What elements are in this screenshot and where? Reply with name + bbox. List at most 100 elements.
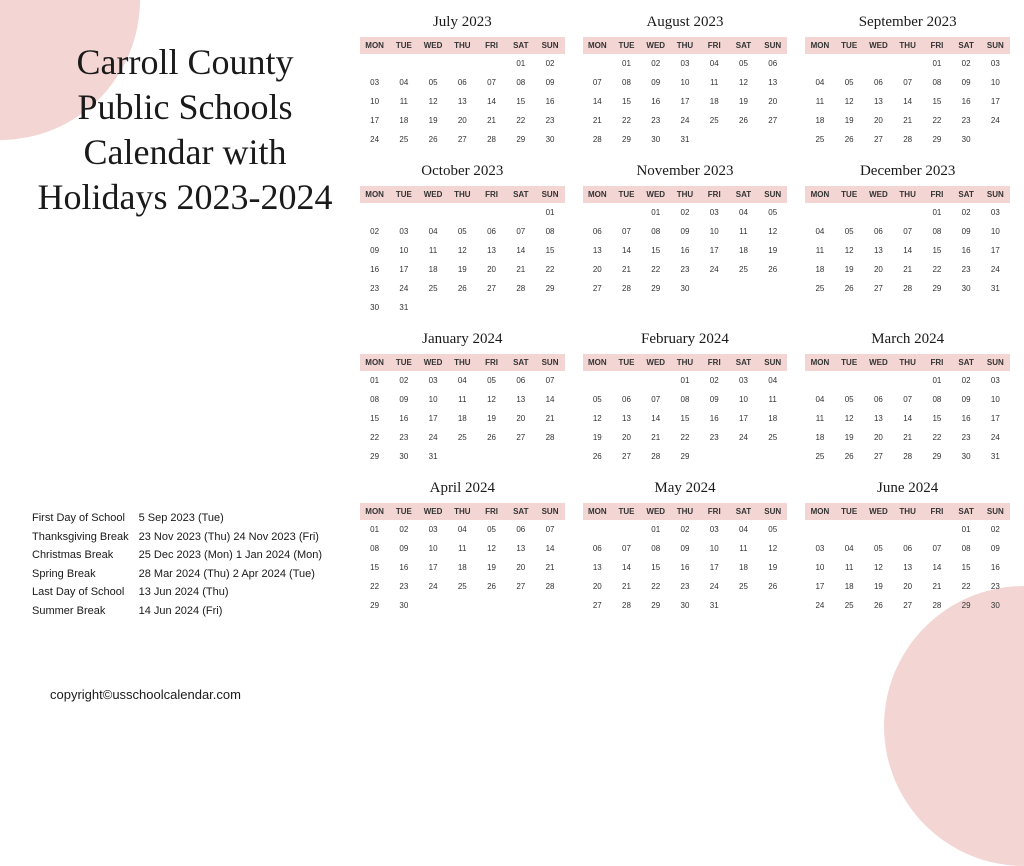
- day-cell: 11: [805, 92, 834, 111]
- month-grid: MONTUEWEDTHUFRISATSUN0102030405060708091…: [583, 186, 788, 298]
- day-cell: 29: [922, 279, 951, 298]
- day-cell: 01: [922, 203, 951, 222]
- day-cell: 16: [670, 558, 699, 577]
- day-cell: 27: [506, 577, 535, 596]
- day-cell: 11: [805, 409, 834, 428]
- month-title: July 2023: [360, 14, 565, 31]
- dow-header: FRI: [700, 37, 729, 54]
- day-cell: 23: [389, 577, 418, 596]
- day-cell: 19: [835, 260, 864, 279]
- day-cell: 19: [864, 577, 893, 596]
- day-cell: 15: [360, 409, 389, 428]
- day-empty: [893, 203, 922, 222]
- holiday-row: First Day of School5 Sep 2023 (Tue): [32, 510, 330, 527]
- day-cell: 14: [893, 241, 922, 260]
- day-cell: 26: [835, 130, 864, 149]
- day-cell: 18: [418, 260, 447, 279]
- day-cell: 06: [448, 73, 477, 92]
- day-cell: 08: [922, 73, 951, 92]
- day-cell: 18: [805, 428, 834, 447]
- dow-header: SAT: [952, 354, 981, 371]
- day-cell: 02: [952, 203, 981, 222]
- day-cell: 01: [612, 54, 641, 73]
- day-cell: 13: [864, 241, 893, 260]
- dow-header: TUE: [835, 186, 864, 203]
- day-cell: 30: [389, 596, 418, 615]
- day-cell: 30: [952, 130, 981, 149]
- month-block: December 2023MONTUEWEDTHUFRISATSUN010203…: [805, 163, 1010, 317]
- dow-header: WED: [641, 503, 670, 520]
- day-cell: 24: [700, 260, 729, 279]
- day-cell: 22: [506, 111, 535, 130]
- day-cell: 24: [981, 428, 1010, 447]
- day-cell: 24: [360, 130, 389, 149]
- dow-header: MON: [583, 37, 612, 54]
- day-cell: 10: [389, 241, 418, 260]
- dow-header: FRI: [922, 503, 951, 520]
- day-cell: 15: [952, 558, 981, 577]
- day-cell: 10: [729, 390, 758, 409]
- dow-header: SUN: [981, 37, 1010, 54]
- dow-header: TUE: [835, 503, 864, 520]
- day-cell: 28: [893, 279, 922, 298]
- day-empty: [864, 520, 893, 539]
- day-cell: 09: [389, 539, 418, 558]
- dow-header: MON: [583, 354, 612, 371]
- day-empty: [583, 54, 612, 73]
- day-cell: 05: [729, 54, 758, 73]
- day-cell: 01: [641, 520, 670, 539]
- dow-header: SAT: [506, 354, 535, 371]
- day-empty: [583, 371, 612, 390]
- day-cell: 22: [922, 260, 951, 279]
- day-cell: 31: [389, 298, 418, 317]
- day-cell: 03: [700, 203, 729, 222]
- day-cell: 02: [641, 54, 670, 73]
- day-cell: 08: [506, 73, 535, 92]
- day-empty: [835, 54, 864, 73]
- day-cell: 03: [700, 520, 729, 539]
- day-cell: 16: [389, 558, 418, 577]
- day-cell: 19: [835, 111, 864, 130]
- day-empty: [418, 54, 447, 73]
- day-cell: 16: [952, 409, 981, 428]
- day-cell: 17: [389, 260, 418, 279]
- day-empty: [805, 203, 834, 222]
- dow-header: THU: [893, 503, 922, 520]
- day-cell: 26: [758, 260, 787, 279]
- day-cell: 02: [700, 371, 729, 390]
- day-cell: 19: [758, 241, 787, 260]
- day-cell: 18: [729, 558, 758, 577]
- day-cell: 23: [670, 577, 699, 596]
- dow-header: SUN: [758, 37, 787, 54]
- day-cell: 23: [952, 111, 981, 130]
- day-empty: [922, 520, 951, 539]
- day-cell: 23: [952, 260, 981, 279]
- day-cell: 14: [612, 558, 641, 577]
- day-cell: 03: [981, 203, 1010, 222]
- dow-header: WED: [418, 503, 447, 520]
- day-cell: 04: [835, 539, 864, 558]
- day-cell: 07: [922, 539, 951, 558]
- day-cell: 05: [835, 222, 864, 241]
- month-title: March 2024: [805, 331, 1010, 348]
- day-cell: 06: [612, 390, 641, 409]
- day-cell: 12: [477, 539, 506, 558]
- day-cell: 20: [864, 428, 893, 447]
- day-cell: 25: [835, 596, 864, 615]
- dow-header: THU: [670, 37, 699, 54]
- day-cell: 04: [389, 73, 418, 92]
- day-cell: 17: [700, 558, 729, 577]
- day-cell: 09: [670, 539, 699, 558]
- day-cell: 12: [864, 558, 893, 577]
- dow-header: SAT: [729, 503, 758, 520]
- day-empty: [389, 54, 418, 73]
- dow-header: FRI: [477, 354, 506, 371]
- day-cell: 21: [506, 260, 535, 279]
- day-cell: 25: [729, 260, 758, 279]
- month-grid: MONTUEWEDTHUFRISATSUN0102030405060708091…: [583, 354, 788, 466]
- day-cell: 12: [835, 92, 864, 111]
- day-cell: 11: [389, 92, 418, 111]
- day-cell: 18: [448, 409, 477, 428]
- day-cell: 02: [360, 222, 389, 241]
- day-cell: 15: [922, 409, 951, 428]
